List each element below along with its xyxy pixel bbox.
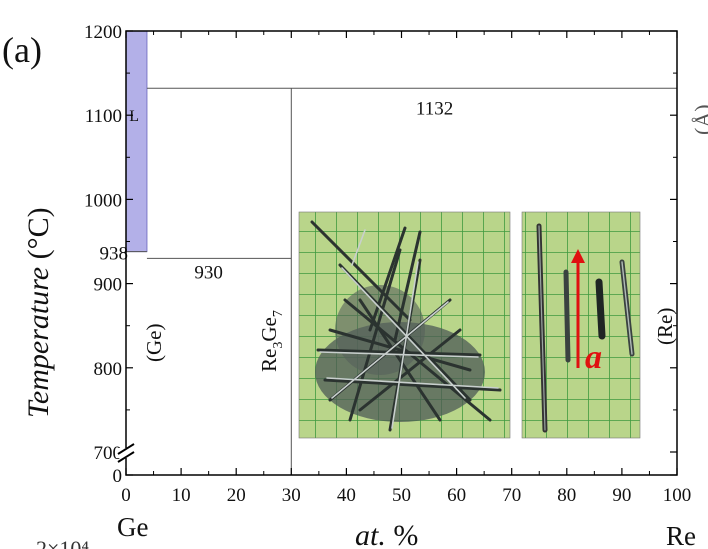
x-axis-title: at. % (355, 519, 418, 549)
tick-labels: 0 10 20 30 40 50 60 70 80 90 100070080090010001100… (84, 22, 691, 506)
x-tick-label: 20 (227, 485, 246, 506)
axis-ticks (125, 30, 678, 476)
label-938: 938 (100, 244, 129, 265)
y-axis-title: Temperature (°C) (22, 207, 55, 418)
ge-phase-label: (Ge) (142, 324, 166, 362)
x-right-element: Re (666, 521, 696, 549)
label-930: 930 (194, 262, 223, 283)
y-tick-label: 1000 (84, 190, 122, 211)
x-tick-label: 80 (557, 485, 576, 506)
x-tick-label: 0 (121, 485, 131, 506)
y-tick-label: 800 (94, 359, 123, 380)
axis-arrowhead (571, 249, 585, 263)
x-tick-label: 40 (337, 485, 356, 506)
x-tick-label: 90 (612, 485, 631, 506)
y-axis-break (116, 443, 136, 463)
compound-label: Re3Ge7 (257, 310, 286, 372)
y-tick-label: 1100 (85, 106, 122, 127)
y-tick-label: 900 (94, 275, 123, 296)
label-1132: 1132 (416, 98, 453, 119)
x-left-element: Ge (117, 512, 148, 542)
x-tick-label: 30 (282, 485, 301, 506)
cut-text-bottom-left: 2×10⁴ (36, 536, 89, 549)
y-tick-label: 0 (113, 466, 123, 487)
x-tick-label: 60 (447, 485, 466, 506)
axis-label: a (585, 339, 602, 376)
x-tick-label: 100 (663, 485, 692, 506)
x-tick-label: 70 (502, 485, 521, 506)
y-tick-label: 700 (94, 443, 123, 464)
crystals-photo (298, 211, 511, 439)
single-crystal-photo: a (521, 211, 641, 439)
y-tick-label: 1200 (84, 22, 122, 43)
liquid-label: L (129, 108, 139, 125)
re-phase-label: (Re) (653, 308, 677, 345)
x-tick-label: 50 (392, 485, 411, 506)
panel-label: (a) (2, 30, 42, 70)
cut-text-top-right: (Å) (690, 104, 708, 135)
liquid-region (125, 30, 148, 253)
x-tick-label: 10 (172, 485, 191, 506)
